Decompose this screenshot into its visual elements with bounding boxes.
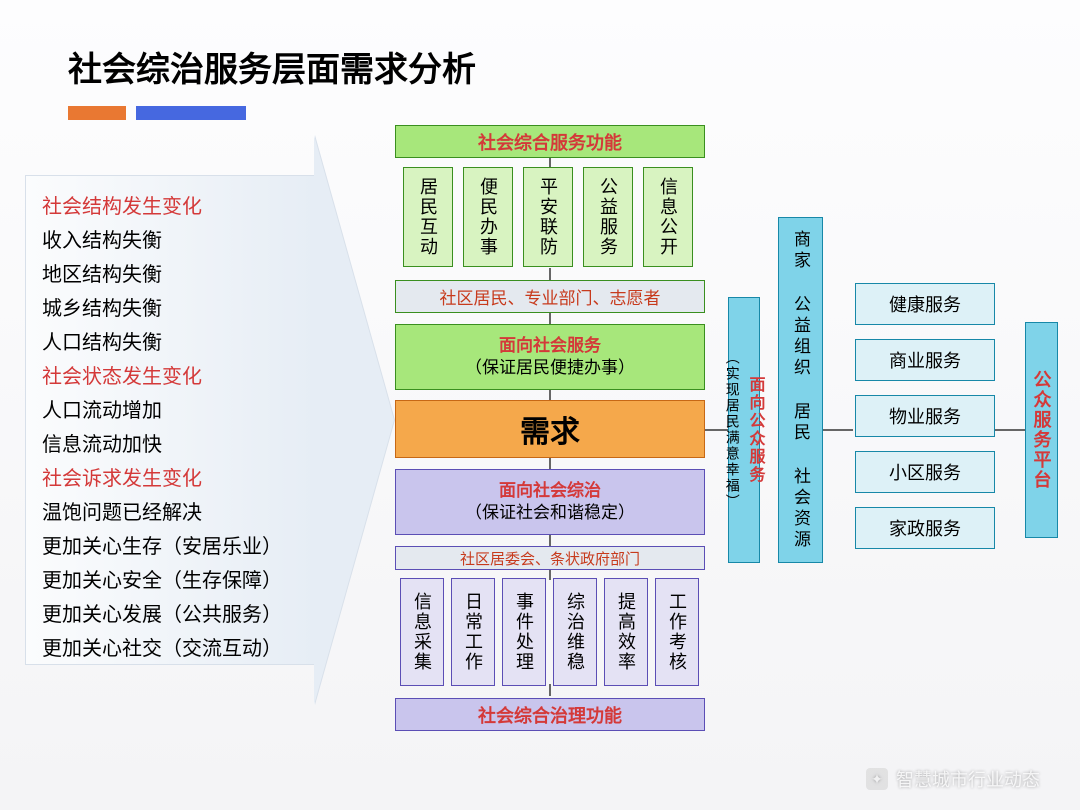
green-col: 信息公开 xyxy=(643,167,693,267)
arrow-head xyxy=(314,135,394,705)
cyan-actors-col: 商家 公益组织 居民 社会资源 xyxy=(778,217,823,563)
cyan-service: 物业服务 xyxy=(855,395,995,437)
left-list-item: 信息流动加快 xyxy=(42,428,322,462)
cyan-service: 健康服务 xyxy=(855,283,995,325)
purple-col: 综治维稳 xyxy=(553,578,597,686)
purple-col: 事件处理 xyxy=(502,578,546,686)
green-col: 公益服务 xyxy=(583,167,633,267)
page-title: 社会综治服务层面需求分析 xyxy=(68,42,476,91)
public-service-box: （实现居民满意幸福） 面向公众服务 xyxy=(728,297,760,563)
connector xyxy=(549,312,551,324)
purple-col: 提高效率 xyxy=(604,578,648,686)
connector xyxy=(549,684,551,696)
purple-col: 工作考核 xyxy=(655,578,699,686)
left-list-item: 社会结构发生变化 xyxy=(42,190,322,224)
top-header: 社会综合服务功能 xyxy=(395,125,705,158)
accent-bar-blue xyxy=(136,106,246,120)
bottom-header: 社会综合治理功能 xyxy=(395,698,705,731)
demand-box: 需求 xyxy=(395,400,705,458)
left-list-item: 地区结构失衡 xyxy=(42,258,322,292)
connector xyxy=(823,429,853,431)
purple-actors-row: 社区居委会、条状政府部门 xyxy=(395,546,705,570)
left-list-item: 更加关心安全（生存保障） xyxy=(42,564,322,598)
left-list-item: 社会诉求发生变化 xyxy=(42,462,322,496)
green-col: 便民办事 xyxy=(463,167,513,267)
green-actors-row: 社区居民、专业部门、志愿者 xyxy=(395,280,705,313)
left-list-item: 人口结构失衡 xyxy=(42,326,322,360)
cyan-service: 小区服务 xyxy=(855,451,995,493)
purple-col: 信息采集 xyxy=(400,578,444,686)
governance-box: 面向社会综治 （保证社会和谐稳定） xyxy=(395,469,705,535)
green-col: 平安联防 xyxy=(523,167,573,267)
left-list-item: 社会状态发生变化 xyxy=(42,360,322,394)
left-list-item: 城乡结构失衡 xyxy=(42,292,322,326)
left-list-item: 更加关心发展（公共服务） xyxy=(42,598,322,632)
green-col: 居民互动 xyxy=(403,167,453,267)
wechat-icon: ✦ xyxy=(866,768,888,790)
left-list-item: 收入结构失衡 xyxy=(42,224,322,258)
service-box: 面向社会服务 （保证居民便捷办事） xyxy=(395,324,705,390)
cyan-service: 商业服务 xyxy=(855,339,995,381)
connector xyxy=(995,429,1025,431)
footer-watermark: ✦ 智慧城市行业动态 xyxy=(866,766,1040,792)
left-list-item: 人口流动增加 xyxy=(42,394,322,428)
left-list: 社会结构发生变化收入结构失衡地区结构失衡城乡结构失衡人口结构失衡社会状态发生变化… xyxy=(42,190,322,666)
purple-col: 日常工作 xyxy=(451,578,495,686)
cyan-service: 家政服务 xyxy=(855,507,995,549)
left-list-item: 更加关心生存（安居乐业） xyxy=(42,530,322,564)
accent-bar-orange xyxy=(68,106,126,120)
public-platform: 公众服务平台 xyxy=(1025,322,1058,538)
left-list-item: 温饱问题已经解决 xyxy=(42,496,322,530)
connector xyxy=(549,268,551,280)
left-list-item: 更加关心社交（交流互动） xyxy=(42,632,322,666)
